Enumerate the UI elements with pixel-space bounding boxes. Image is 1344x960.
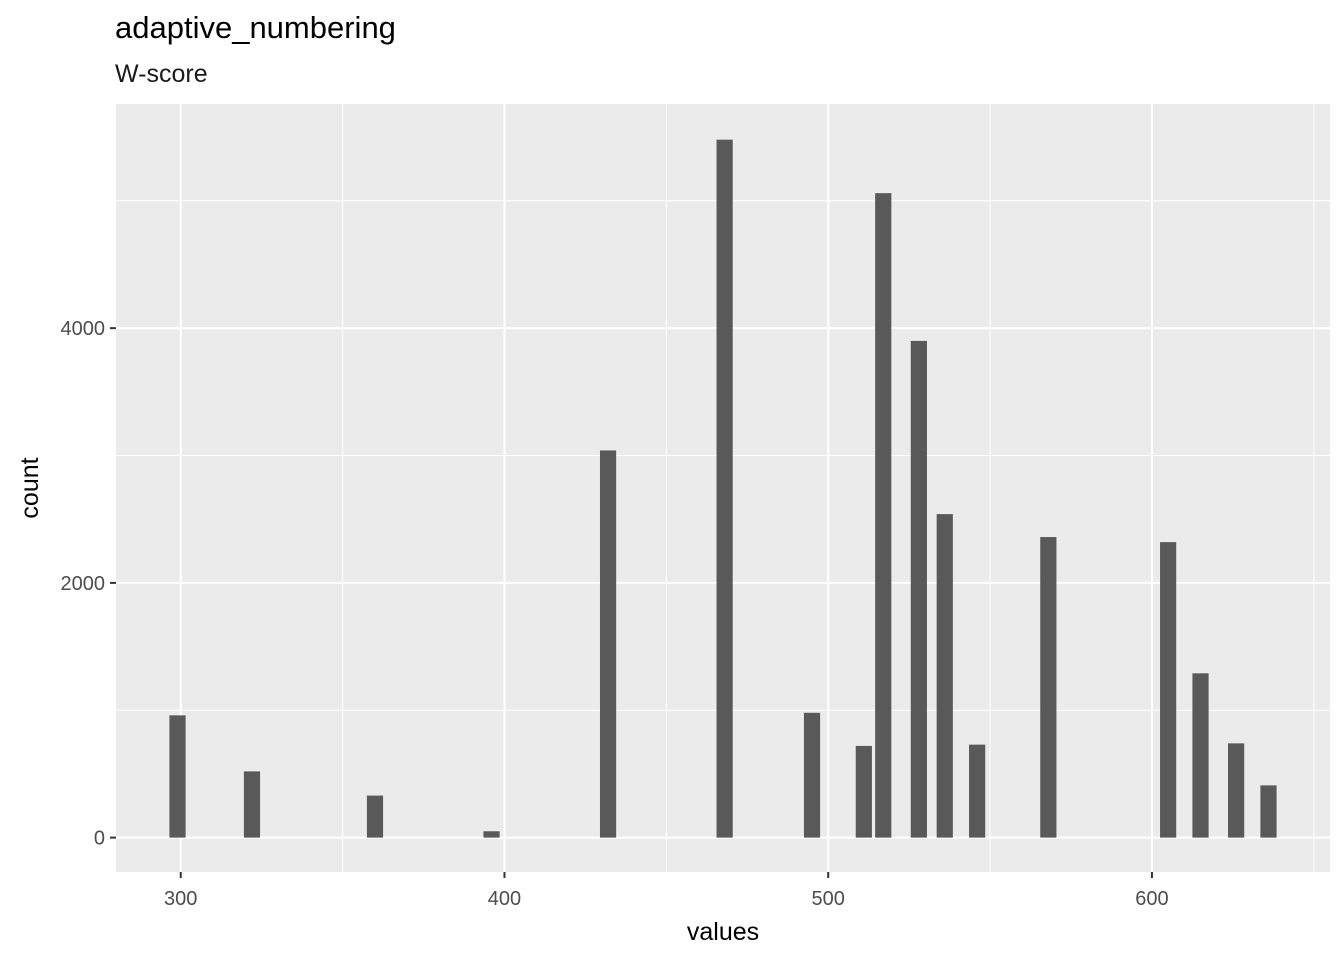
- histogram-bar: [1040, 537, 1057, 838]
- y-tick-label: 2000: [61, 573, 106, 595]
- y-axis-title: count: [16, 457, 44, 518]
- histogram-bar: [366, 795, 384, 838]
- histogram-bar: [855, 745, 872, 838]
- histogram-bar: [1192, 673, 1209, 838]
- x-axis-title: values: [687, 918, 759, 946]
- x-tick-label: 300: [164, 888, 197, 910]
- bars: [169, 139, 1277, 838]
- histogram-bar: [803, 712, 821, 838]
- histogram-bar: [875, 193, 892, 838]
- histogram-bar: [936, 514, 953, 838]
- x-tick-label: 400: [488, 888, 521, 910]
- histogram-bar: [599, 450, 617, 838]
- x-tick-label: 600: [1135, 888, 1168, 910]
- y-tick-label: 0: [94, 828, 105, 850]
- chart-title: adaptive_numbering: [115, 10, 396, 45]
- y-tick-label: 4000: [61, 318, 106, 340]
- y-axis: 0 2000 4000: [61, 318, 116, 850]
- histogram-bar: [1260, 785, 1277, 838]
- histogram-bar: [243, 771, 261, 838]
- histogram-bar: [1160, 542, 1177, 838]
- x-tick-label: 500: [812, 888, 845, 910]
- chart-subtitle: W-score: [115, 60, 208, 88]
- histogram-bar: [716, 139, 733, 838]
- histogram-bar: [969, 744, 986, 838]
- histogram-bar: [910, 340, 927, 838]
- histogram-bar: [169, 715, 186, 838]
- x-axis: 300 400 500 600: [164, 872, 1169, 910]
- histogram-bar: [1228, 743, 1245, 838]
- histogram-bar: [483, 831, 500, 838]
